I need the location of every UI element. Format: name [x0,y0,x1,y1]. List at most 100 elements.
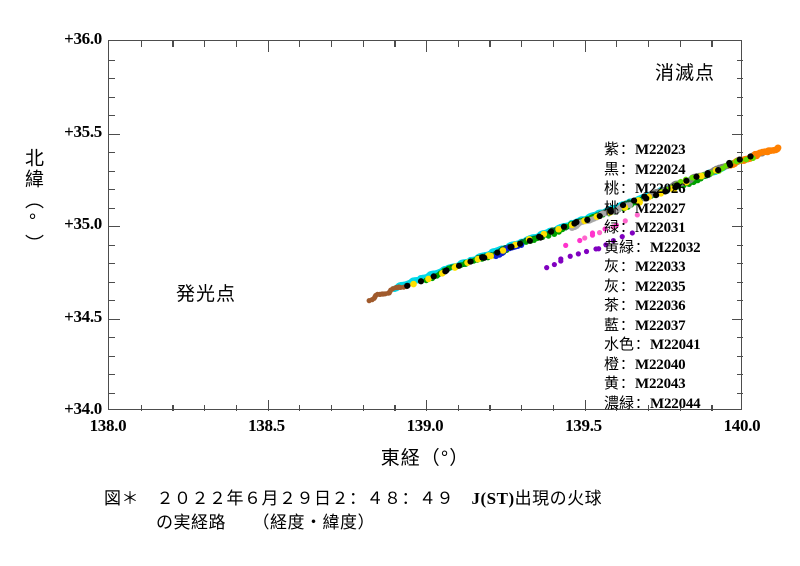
data-point [626,202,633,208]
x-tick-bottom [489,405,491,411]
x-tick-bottom [647,405,650,411]
legend-row: 水色：M22041 [604,335,744,355]
legend-code: M22026 [635,181,686,197]
data-point [555,225,562,233]
y-tick-left [109,170,115,172]
y-tick-left [109,244,115,246]
x-tick-top [584,41,586,52]
x-tick-top [330,41,333,47]
x-tick-label: 138.0 [89,416,127,435]
legend-code: M22024 [635,161,686,178]
legend-row: 濃緑：M22044 [604,394,744,414]
legend-row: 灰：M22035 [604,277,744,297]
legend-code: M22023 [635,142,686,158]
legend-separator: ： [620,377,635,392]
data-point [558,256,564,262]
legend-separator: ： [620,221,635,236]
x-tick-bottom [394,405,396,411]
legend: 紫：M22023 黒：M22024 桃：M22026 桃：M22027 緑：M22031… [604,140,744,413]
y-tick-right [737,244,743,246]
data-point [653,192,660,199]
legend-code: M22032 [650,239,701,256]
y-tick-label: +34.5 [64,306,102,326]
legend-row: 黄緑：M22032 [604,238,744,258]
data-point [619,234,625,240]
data-point [571,220,578,227]
x-tick-top [552,41,555,47]
y-tick-right [737,281,743,283]
legend-separator: ： [620,143,635,158]
x-tick-bottom [711,405,713,411]
legend-code: M22027 [635,200,686,217]
data-point [582,235,588,241]
data-point [404,282,411,289]
x-tick-bottom [267,400,269,411]
data-point [683,177,690,184]
x-tick-bottom [330,405,333,411]
y-tick-right [737,78,743,80]
x-tick-bottom [299,405,301,411]
y-tick-left [109,133,120,135]
y-tick-label: +34.0 [64,399,102,418]
legend-color-name: 黄 [604,375,620,392]
data-point [693,173,700,180]
y-tick-right [737,207,743,209]
data-point [774,144,782,152]
y-tick-right [737,115,743,117]
x-tick-top [426,41,428,52]
y-tick-right [737,374,743,376]
y-tick-left [109,281,115,283]
y-tick-left [109,59,115,61]
legend-color-name: 茶 [604,297,620,314]
x-tick-top [235,41,238,47]
y-tick-right [737,337,743,339]
legend-separator: ： [620,357,635,373]
x-tick-top [616,41,618,47]
x-tick-top [647,41,650,47]
legend-separator: ： [635,338,650,353]
data-point [662,188,669,195]
data-point [417,278,425,285]
data-point [634,212,640,218]
x-tick-top [172,41,174,47]
y-tick-left [109,96,115,98]
legend-row: 黒：M22024 [604,160,744,180]
data-point [567,253,573,259]
caption-prefix: 図＊ ２０２２年６月２９日２：４８：４９ [104,489,472,508]
data-point [619,202,627,209]
x-tick-bottom [140,405,142,411]
data-point [535,233,543,240]
data-point [704,171,711,178]
legend-color-name: 桃 [604,180,620,197]
data-point [726,159,733,167]
legend-color-name: 灰 [604,277,620,295]
data-point [603,242,609,248]
data-point [583,248,590,255]
annotation-start-point: 発光点 [176,284,237,305]
x-tick-top [521,41,523,47]
data-point [467,258,474,265]
y-tick-left [109,152,115,154]
x-tick-bottom [235,405,238,411]
x-tick-top [140,41,142,47]
data-point [544,265,550,271]
x-tick-bottom [457,405,459,411]
data-point [596,230,603,236]
legend-separator: ： [635,396,650,412]
data-point [547,228,555,235]
data-point [698,172,705,180]
legend-color-name: 桃 [604,199,620,217]
x-tick-bottom [204,405,206,411]
data-point [455,262,463,269]
legend-color-name: 橙 [604,355,620,373]
x-tick-top [267,41,269,52]
y-tick-left [109,337,115,339]
y-tick-label: +35.5 [64,121,102,141]
legend-code: M22043 [635,376,686,392]
data-point [551,261,557,268]
legend-row: 桃：M22027 [604,199,744,219]
caption-suffix: 出現の火球 [514,489,603,508]
data-point [481,254,488,261]
data-point [443,267,450,274]
